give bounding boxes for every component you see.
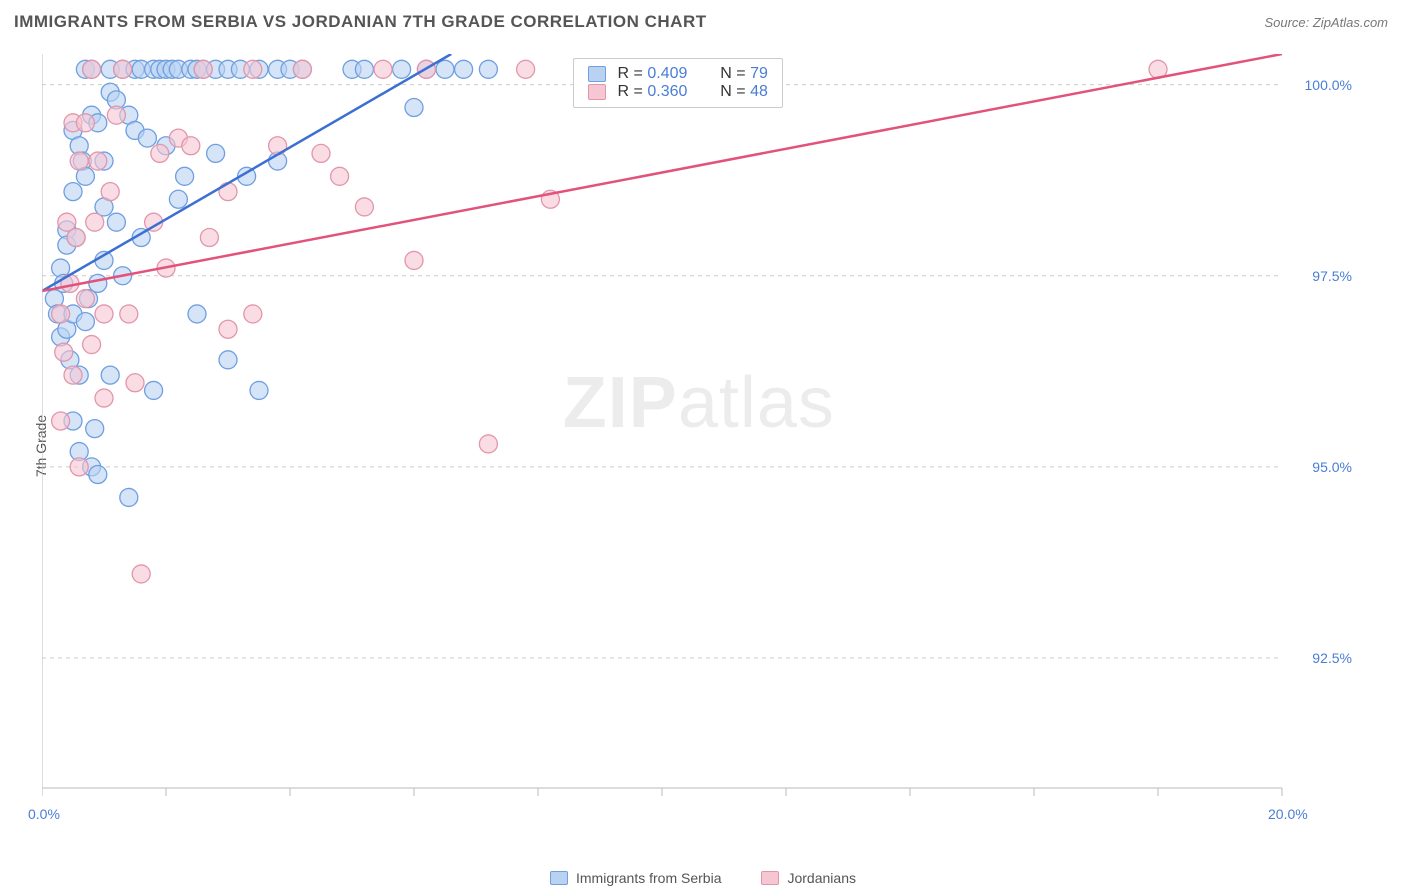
stat-n-label: N = 79 xyxy=(720,65,768,83)
chart-title: IMMIGRANTS FROM SERBIA VS JORDANIAN 7TH … xyxy=(14,12,707,32)
x-tick-label: 20.0% xyxy=(1268,806,1308,822)
stat-row: R = 0.409 N = 79 xyxy=(588,65,768,83)
y-tick-label: 95.0% xyxy=(1312,459,1352,475)
legend-label: Immigrants from Serbia xyxy=(576,870,721,886)
y-tick-label: 97.5% xyxy=(1312,268,1352,284)
legend-swatch xyxy=(588,66,606,82)
stat-r-label: R = 0.360 xyxy=(618,83,688,101)
bottom-legend: Immigrants from Serbia Jordanians xyxy=(0,870,1406,886)
y-tick-label: 92.5% xyxy=(1312,650,1352,666)
stat-r-label: R = 0.409 xyxy=(618,65,688,83)
stat-row: R = 0.360 N = 48 xyxy=(588,83,768,101)
chart-source: Source: ZipAtlas.com xyxy=(1264,15,1388,30)
x-tick-label: 0.0% xyxy=(28,806,60,822)
legend-label: Jordanians xyxy=(787,870,856,886)
legend-swatch xyxy=(761,871,779,885)
legend-item: Jordanians xyxy=(761,870,856,886)
scatter-plot xyxy=(42,54,1352,824)
chart-header: IMMIGRANTS FROM SERBIA VS JORDANIAN 7TH … xyxy=(0,0,1406,40)
legend-item: Immigrants from Serbia xyxy=(550,870,721,886)
y-tick-label: 100.0% xyxy=(1305,77,1352,93)
chart-area: ZIPatlas R = 0.409 N = 79R = 0.360 N = 4… xyxy=(42,54,1352,824)
stat-n-label: N = 48 xyxy=(720,83,768,101)
legend-swatch xyxy=(588,84,606,100)
legend-swatch xyxy=(550,871,568,885)
correlation-stats-box: R = 0.409 N = 79R = 0.360 N = 48 xyxy=(573,58,783,108)
